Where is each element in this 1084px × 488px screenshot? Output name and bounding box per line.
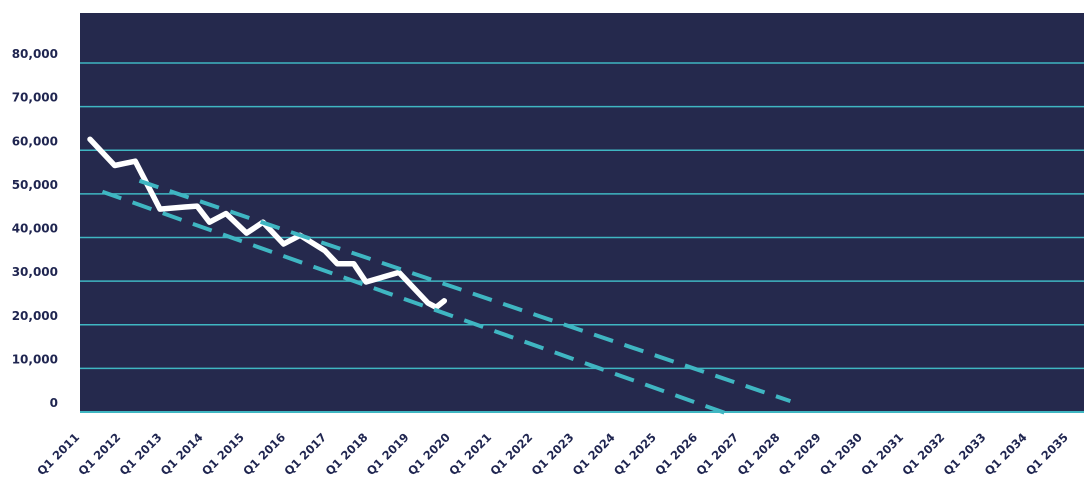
x-tick-label: Q1 2025 — [611, 430, 659, 478]
y-tick-label: 0 — [50, 396, 58, 410]
x-tick-label: Q1 2030 — [817, 430, 865, 478]
x-tick-label: Q1 2021 — [446, 430, 494, 478]
x-tick-label: Q1 2034 — [982, 430, 1030, 478]
x-tick-label: Q1 2016 — [240, 430, 288, 478]
y-tick-label: 60,000 — [12, 134, 58, 148]
x-tick-label: Q1 2026 — [652, 430, 700, 478]
x-tick-label: Q1 2019 — [364, 430, 412, 478]
series-line-trend-2 — [101, 189, 730, 417]
x-tick-label: Q1 2014 — [158, 430, 206, 478]
y-axis-tick-labels: 0 10,000 20,000 30,000 40,000 50,000 60,000 70,… — [12, 47, 58, 410]
x-tick-label: Q1 2018 — [323, 430, 371, 478]
x-tick-label: Q1 2031 — [858, 430, 906, 478]
x-tick-label: Q1 2023 — [529, 430, 577, 478]
x-tick-label: Q1 2015 — [199, 430, 247, 478]
x-tick-label: Q1 2024 — [570, 430, 618, 478]
x-tick-label: Q1 2011 — [34, 430, 82, 478]
series-line-actual — [87, 136, 448, 311]
gridlines — [80, 62, 1084, 370]
y-tick-label: 70,000 — [12, 91, 58, 105]
x-tick-label: Q1 2033 — [941, 430, 989, 478]
x-tick-label: Q1 2035 — [1023, 430, 1071, 478]
x-tick-label: Q1 2012 — [75, 430, 123, 478]
x-tick-label: Q1 2022 — [487, 430, 535, 478]
series-line-trend-1 — [138, 178, 792, 403]
x-tick-label: Q1 2032 — [899, 430, 947, 478]
y-tick-label: 40,000 — [12, 222, 58, 236]
x-tick-label: Q1 2017 — [281, 430, 329, 478]
series-group — [87, 136, 792, 417]
x-tick-label: Q1 2013 — [117, 430, 165, 478]
x-tick-label: Q1 2020 — [405, 430, 453, 478]
x-tick-label: Q1 2029 — [776, 430, 824, 478]
y-tick-label: 30,000 — [12, 265, 58, 279]
y-tick-label: 50,000 — [12, 178, 58, 192]
x-tick-label: Q1 2027 — [693, 430, 741, 478]
y-tick-label: 10,000 — [12, 352, 58, 366]
plot-area — [80, 13, 1084, 412]
y-tick-label: 20,000 — [12, 309, 58, 323]
x-tick-label: Q1 2028 — [735, 430, 783, 478]
y-tick-label: 80,000 — [12, 47, 58, 61]
